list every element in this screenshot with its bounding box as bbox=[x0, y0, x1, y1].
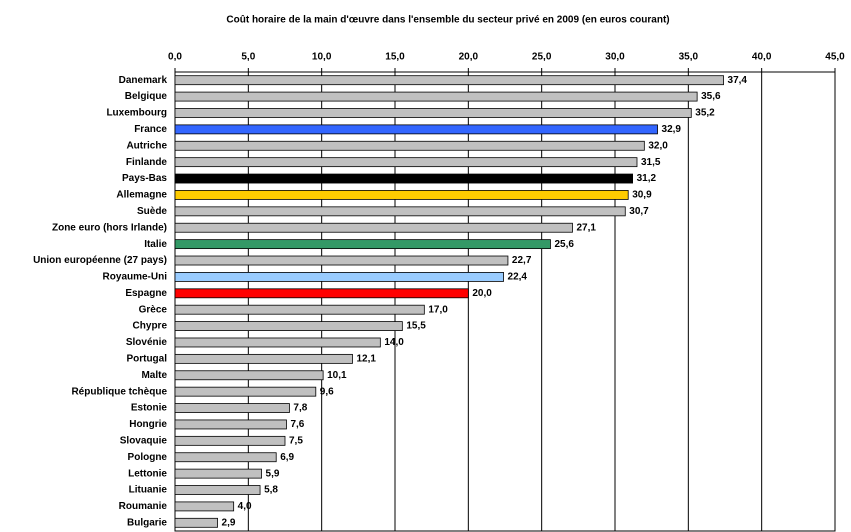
data-label: 27,1 bbox=[576, 222, 596, 233]
bar bbox=[174, 206, 626, 217]
data-label: 25,6 bbox=[554, 239, 574, 250]
bar bbox=[174, 255, 509, 266]
data-label: 14,0 bbox=[384, 337, 404, 348]
data-label: 22,4 bbox=[508, 272, 528, 283]
y-tick-label: Royaume-Uni bbox=[103, 272, 168, 283]
y-tick-label: Grèce bbox=[139, 304, 168, 315]
data-label: 9,6 bbox=[320, 386, 334, 397]
x-tick-label: 45,0 bbox=[825, 52, 845, 63]
bar bbox=[174, 435, 286, 446]
y-tick-label: Allemagne bbox=[116, 190, 167, 201]
y-tick-label: Estonie bbox=[131, 403, 168, 414]
bar bbox=[174, 157, 638, 168]
bar bbox=[174, 75, 724, 86]
data-label: 22,7 bbox=[512, 255, 532, 266]
bar bbox=[174, 517, 218, 528]
data-label: 10,1 bbox=[327, 370, 347, 381]
data-label: 20,0 bbox=[472, 288, 492, 299]
y-tick-label: Luxembourg bbox=[106, 108, 167, 119]
data-label: 12,1 bbox=[356, 354, 376, 365]
bar bbox=[174, 321, 403, 331]
bar bbox=[174, 190, 629, 200]
y-tick-label: Belgique bbox=[125, 91, 168, 102]
data-label: 17,0 bbox=[428, 304, 448, 315]
data-label: 7,6 bbox=[290, 419, 304, 430]
data-label: 5,9 bbox=[266, 468, 280, 479]
y-tick-label: Slovaquie bbox=[120, 435, 168, 446]
bar bbox=[174, 272, 504, 282]
y-tick-label: Pologne bbox=[128, 452, 168, 463]
y-tick-label: Zone euro (hors Irlande) bbox=[52, 222, 167, 233]
data-label: 7,5 bbox=[289, 435, 303, 446]
data-label: 6,9 bbox=[280, 452, 294, 463]
bar bbox=[174, 353, 353, 364]
y-tick-label: Autriche bbox=[126, 140, 167, 151]
bar bbox=[174, 370, 324, 381]
data-label: 30,7 bbox=[629, 206, 649, 217]
bar bbox=[174, 304, 425, 315]
bar bbox=[174, 468, 262, 479]
y-tick-label: Suède bbox=[137, 206, 167, 217]
bar bbox=[174, 501, 235, 512]
x-tick-label: 20,0 bbox=[459, 52, 479, 63]
data-label: 5,8 bbox=[264, 485, 278, 496]
bar bbox=[174, 337, 381, 348]
x-tick-label: 25,0 bbox=[532, 52, 552, 63]
y-tick-label: Finlande bbox=[126, 157, 168, 168]
y-tick-label: Lituanie bbox=[129, 485, 168, 496]
x-tick-label: 5,0 bbox=[241, 52, 255, 63]
bar bbox=[174, 124, 658, 135]
y-tick-label: Hongrie bbox=[129, 419, 167, 430]
data-label: 30,9 bbox=[632, 190, 652, 201]
y-tick-label: République tchèque bbox=[71, 386, 167, 397]
bar bbox=[174, 239, 551, 250]
x-tick-label: 0,0 bbox=[168, 52, 182, 63]
y-tick-label: Malte bbox=[141, 370, 167, 381]
y-tick-label: Bulgarie bbox=[127, 517, 167, 528]
y-tick-label: Roumanie bbox=[119, 501, 168, 512]
bar bbox=[174, 452, 277, 463]
data-label: 35,6 bbox=[701, 91, 721, 102]
y-tick-label: Lettonie bbox=[128, 468, 167, 479]
data-label: 32,9 bbox=[662, 124, 682, 135]
bar bbox=[174, 222, 573, 233]
bar bbox=[174, 91, 698, 102]
bar bbox=[174, 288, 469, 299]
y-tick-label: Chypre bbox=[133, 321, 168, 332]
y-tick-label: Espagne bbox=[125, 288, 167, 299]
bar bbox=[174, 485, 261, 495]
data-label: 31,2 bbox=[637, 173, 657, 184]
data-label: 37,4 bbox=[728, 75, 748, 86]
bar bbox=[174, 140, 645, 151]
x-tick-label: 35,0 bbox=[679, 52, 699, 63]
bar bbox=[174, 419, 287, 430]
y-tick-label: Danemark bbox=[119, 75, 168, 86]
data-label: 15,5 bbox=[406, 321, 426, 332]
x-tick-label: 40,0 bbox=[752, 52, 772, 63]
data-label: 35,2 bbox=[695, 108, 715, 119]
data-label: 31,5 bbox=[641, 157, 661, 168]
x-tick-label: 10,0 bbox=[312, 52, 332, 63]
data-label: 4,0 bbox=[238, 501, 252, 512]
data-label: 7,8 bbox=[293, 403, 307, 414]
y-tick-label: Slovénie bbox=[126, 337, 168, 348]
y-tick-label: France bbox=[134, 124, 167, 135]
chart-title: Coût horaire de la main d'œuvre dans l'e… bbox=[226, 15, 669, 26]
y-tick-label: Portugal bbox=[126, 354, 167, 365]
bar bbox=[174, 173, 634, 184]
plot-area bbox=[174, 71, 836, 532]
x-tick-label: 30,0 bbox=[605, 52, 625, 63]
bar bbox=[174, 386, 317, 397]
y-tick-label: Union européenne (27 pays) bbox=[33, 255, 167, 266]
bar bbox=[174, 403, 290, 413]
bar bbox=[174, 108, 692, 118]
x-tick-label: 15,0 bbox=[385, 52, 405, 63]
y-tick-label: Pays-Bas bbox=[122, 173, 167, 184]
data-label: 2,9 bbox=[222, 517, 236, 528]
y-tick-label: Italie bbox=[144, 239, 167, 250]
data-label: 32,0 bbox=[648, 140, 668, 151]
